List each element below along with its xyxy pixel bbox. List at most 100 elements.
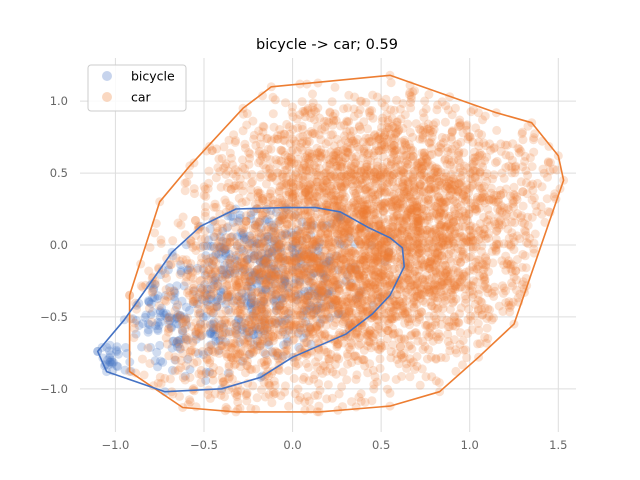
- data-point: [279, 274, 289, 284]
- data-point: [303, 267, 313, 277]
- data-point: [277, 231, 287, 240]
- data-point: [237, 244, 247, 254]
- data-point: [268, 227, 278, 237]
- data-point: [473, 339, 483, 349]
- data-point: [320, 278, 330, 288]
- data-point: [407, 196, 417, 206]
- data-point: [339, 104, 349, 114]
- data-point: [444, 249, 454, 259]
- data-point: [489, 282, 499, 292]
- data-point: [274, 270, 284, 279]
- data-point: [448, 214, 458, 224]
- data-point: [365, 329, 375, 339]
- data-point: [446, 273, 456, 283]
- data-point: [344, 281, 354, 291]
- data-point: [365, 106, 375, 116]
- data-point: [196, 319, 206, 329]
- data-point: [250, 268, 260, 278]
- data-point: [397, 371, 407, 381]
- data-point: [165, 283, 175, 293]
- data-point: [312, 362, 322, 372]
- data-point: [276, 273, 286, 283]
- data-point: [224, 254, 234, 264]
- data-point: [311, 241, 321, 251]
- data-point: [309, 268, 319, 278]
- data-point: [408, 248, 417, 258]
- data-point: [317, 286, 327, 296]
- data-point: [373, 249, 383, 259]
- data-point: [223, 368, 233, 378]
- data-point: [340, 275, 350, 285]
- data-point: [254, 239, 264, 249]
- data-point: [314, 291, 323, 301]
- data-point: [387, 202, 397, 212]
- data-point: [352, 264, 361, 274]
- data-point: [153, 362, 163, 372]
- data-point: [200, 241, 210, 251]
- data-point: [371, 330, 381, 340]
- data-point: [205, 367, 215, 377]
- data-point: [261, 152, 271, 162]
- data-point: [407, 280, 417, 290]
- data-point: [427, 229, 436, 239]
- data-point: [306, 277, 316, 287]
- data-point: [458, 360, 467, 370]
- data-point: [384, 241, 394, 251]
- data-point: [172, 313, 182, 323]
- data-point: [287, 187, 297, 197]
- data-point: [351, 374, 361, 384]
- data-point: [293, 198, 303, 208]
- data-point: [337, 297, 347, 307]
- data-point: [220, 245, 230, 255]
- data-point: [176, 266, 186, 276]
- data-point: [357, 266, 367, 276]
- data-point: [178, 328, 188, 338]
- data-point: [433, 167, 443, 177]
- data-point: [163, 265, 173, 275]
- data-point: [253, 329, 263, 339]
- data-point: [412, 292, 422, 301]
- data-point: [371, 267, 381, 277]
- data-point: [258, 211, 267, 221]
- data-point: [368, 148, 378, 158]
- data-point: [315, 262, 325, 272]
- data-point: [249, 254, 259, 264]
- data-point: [440, 117, 450, 127]
- data-point: [372, 201, 382, 211]
- data-point: [336, 224, 345, 234]
- data-point: [294, 276, 304, 286]
- data-point: [367, 293, 377, 303]
- data-point: [174, 319, 184, 329]
- data-point: [332, 340, 342, 350]
- data-point: [295, 181, 305, 191]
- data-point: [401, 309, 410, 319]
- data-point: [215, 232, 225, 242]
- data-point: [301, 306, 311, 316]
- data-point: [467, 174, 477, 184]
- data-point: [375, 277, 384, 287]
- data-point: [251, 324, 261, 334]
- data-point: [301, 328, 311, 338]
- data-point: [167, 323, 176, 333]
- data-point: [385, 314, 395, 324]
- data-point: [278, 280, 288, 290]
- data-point: [402, 306, 412, 316]
- data-point: [316, 220, 326, 230]
- data-point: [155, 372, 165, 382]
- data-point: [271, 289, 281, 299]
- data-point: [471, 123, 481, 133]
- data-point: [424, 90, 434, 99]
- data-point: [387, 313, 397, 323]
- data-point: [201, 202, 211, 212]
- data-point: [404, 234, 414, 244]
- data-point: [235, 337, 245, 347]
- data-point: [251, 299, 261, 309]
- data-point: [405, 372, 415, 382]
- data-point: [240, 318, 249, 328]
- data-point: [255, 242, 265, 252]
- data-point: [202, 241, 212, 251]
- data-point: [283, 187, 293, 197]
- data-point: [319, 239, 329, 249]
- data-point: [298, 237, 308, 247]
- data-point: [269, 199, 279, 209]
